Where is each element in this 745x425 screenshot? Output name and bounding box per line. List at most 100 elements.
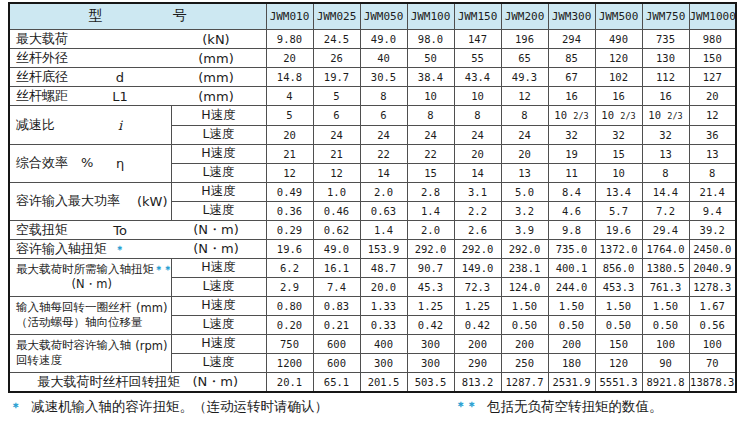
spec-value-cell: 15 xyxy=(407,163,454,182)
row-label-text: 输入轴每回转一圈丝杆 xyxy=(16,300,131,315)
spec-value-cell: 600 xyxy=(313,353,360,372)
spec-value-cell: 13.4 xyxy=(595,182,642,201)
spec-value-cell: 22 xyxy=(360,144,407,163)
row-label-text: 空载扭矩 xyxy=(16,222,68,237)
row-label-tail: (kW) xyxy=(137,194,168,209)
spec-value-cell: 761.3 xyxy=(642,277,689,296)
spec-value-cell: 1.0 xyxy=(313,182,360,201)
spec-value-cell: 20 xyxy=(501,144,548,163)
spec-value-cell: 49.0 xyxy=(313,239,360,258)
table-row: 减速比iH速度56688810 2/310 2/310 2/312 xyxy=(9,105,736,125)
spec-value-cell: 1200 xyxy=(266,353,313,372)
spec-value-cell: 10 2/3 xyxy=(548,105,595,125)
table-row: 容许输入轴扭矩＊(N・m)19.649.0153.9292.0292.0292.… xyxy=(9,239,736,258)
row-label: 最大载荷时容许输入轴(rpm)回转速度 xyxy=(9,334,171,372)
table-row: 丝杆底径d(mm)14.819.730.538.443.449.36710211… xyxy=(9,67,736,86)
asterisk-icon: ＊＊ xyxy=(154,264,171,275)
spec-table: 型号JWM010JWM025JWM050JWM100JWM150JWM200JW… xyxy=(8,2,737,393)
footnote-1-text: 减速机输入轴的容许扭矩。（连动运转时请确认） xyxy=(31,398,328,416)
spec-value-cell: 100 xyxy=(642,334,689,353)
spec-value-cell: 2.0 xyxy=(407,220,454,239)
corner-label-right: 号 xyxy=(173,7,187,23)
row-label-text: 丝杆底径 xyxy=(16,69,68,84)
spec-value-cell: 45.3 xyxy=(407,277,454,296)
model-header-cell: JWM750 xyxy=(642,3,689,29)
spec-value-cell: 7.2 xyxy=(642,201,689,220)
speed-label-l: L速度 xyxy=(171,125,266,144)
spec-value-cell: 0.83 xyxy=(313,296,360,315)
spec-value-cell: 1.4 xyxy=(407,201,454,220)
spec-value-cell: 8 xyxy=(642,163,689,182)
row-label: 最大载荷(kN) xyxy=(9,29,266,48)
spec-value-cell: 38.4 xyxy=(407,67,454,86)
spec-value-cell: 200 xyxy=(454,334,501,353)
spec-value-cell: 49.3 xyxy=(501,67,548,86)
spec-value-cell: 0.42 xyxy=(407,315,454,334)
row-unit: (N・m) xyxy=(180,240,252,258)
spec-value-cell: 16 xyxy=(595,86,642,105)
spec-value-cell: 1278.3 xyxy=(689,277,736,296)
spec-value-cell: 14 xyxy=(360,163,407,182)
spec-value-cell: 9.80 xyxy=(266,29,313,48)
spec-value-cell: 300 xyxy=(407,353,454,372)
spec-value-cell: 10 xyxy=(407,86,454,105)
row-symbol: d xyxy=(95,69,145,84)
model-header-cell: JWM500 xyxy=(595,3,642,29)
spec-value-cell: 14 xyxy=(454,163,501,182)
spec-value-cell: 238.1 xyxy=(501,258,548,277)
spec-value-cell: 980 xyxy=(689,29,736,48)
speed-label-l: L速度 xyxy=(171,353,266,372)
table-row: 丝杆外径(mm)20264050556585120130150 xyxy=(9,48,736,67)
spec-value-cell: 149.0 xyxy=(454,258,501,277)
row-label: 最大载荷时所需输入轴扭矩＊＊(N・m) xyxy=(9,258,171,296)
spec-value-cell: 6 xyxy=(313,105,360,125)
spec-value-cell: 294 xyxy=(548,29,595,48)
spec-value-cell: 127 xyxy=(689,67,736,86)
spec-value-cell: 0.46 xyxy=(313,201,360,220)
row-symbol: i xyxy=(95,117,145,132)
row-label-line1: 减速比 xyxy=(16,116,171,134)
row-symbol: To xyxy=(95,222,145,237)
spec-value-cell: 250 xyxy=(501,353,548,372)
spec-value-cell: 292.0 xyxy=(407,239,454,258)
spec-value-cell: 19.7 xyxy=(313,67,360,86)
table-row: 空载扭矩To(N・m)0.290.621.42.02.63.99.819.629… xyxy=(9,220,736,239)
row-symbol: L1 xyxy=(95,88,145,103)
spec-value-cell: 0.62 xyxy=(313,220,360,239)
row-label: 容许输入轴扭矩＊(N・m) xyxy=(9,239,266,258)
table-row: 最大载荷时容许输入轴(rpm)回转速度H速度750600400300200200… xyxy=(9,334,736,353)
spec-value-cell: 1287.7 xyxy=(501,372,548,392)
double-asterisk-icon: ＊＊ xyxy=(455,398,477,415)
spec-value-cell: 5 xyxy=(266,105,313,125)
row-label: 丝杆底径d(mm) xyxy=(9,67,266,86)
row-unit: (kN) xyxy=(180,31,252,46)
spec-value-cell: 12 xyxy=(266,163,313,182)
spec-value-cell: 490 xyxy=(595,29,642,48)
spec-value-cell: 3.1 xyxy=(454,182,501,201)
spec-value-cell: 21 xyxy=(266,144,313,163)
spec-value-cell: 300 xyxy=(360,353,407,372)
spec-value-cell: 124.0 xyxy=(501,277,548,296)
spec-value-cell: 24 xyxy=(313,125,360,144)
table-row: 最大载荷(kN)9.8024.549.098.01471962944907359… xyxy=(9,29,736,48)
spec-value-cell: 55 xyxy=(454,48,501,67)
spec-value-cell: 30.5 xyxy=(360,67,407,86)
row-label-line1: 综合效率 % xyxy=(16,154,171,172)
spec-sheet: 型号JWM010JWM025JWM050JWM100JWM150JWM200JW… xyxy=(0,0,745,418)
row-label-line1: 最大载荷时所需输入轴扭矩＊＊ xyxy=(16,262,171,277)
speed-label-h: H速度 xyxy=(171,144,266,163)
row-label-line1: 输入轴每回转一圈丝杆(mm) xyxy=(16,300,171,315)
speed-label-l: L速度 xyxy=(171,163,266,182)
spec-value-cell: 49.0 xyxy=(360,29,407,48)
row-label-line1: 容许输入最大功率(kW) xyxy=(16,192,171,210)
spec-value-cell: 48.7 xyxy=(360,258,407,277)
table-row: 最大载荷时丝杆回转扭矩(N・m)20.165.1201.5503.5813.21… xyxy=(9,372,736,392)
spec-value-cell: 26 xyxy=(313,48,360,67)
model-header-cell: JWM100 xyxy=(407,3,454,29)
spec-value-cell: 85 xyxy=(548,48,595,67)
asterisk-icon: ＊ xyxy=(10,399,21,416)
spec-value-cell: 10 2/3 xyxy=(642,105,689,125)
footnote-1: ＊ 减速机输入轴的容许扭矩。（连动运转时请确认） xyxy=(10,398,328,416)
spec-value-cell: 10 2/3 xyxy=(595,105,642,125)
spec-value-cell: 13878.3 xyxy=(689,372,736,392)
